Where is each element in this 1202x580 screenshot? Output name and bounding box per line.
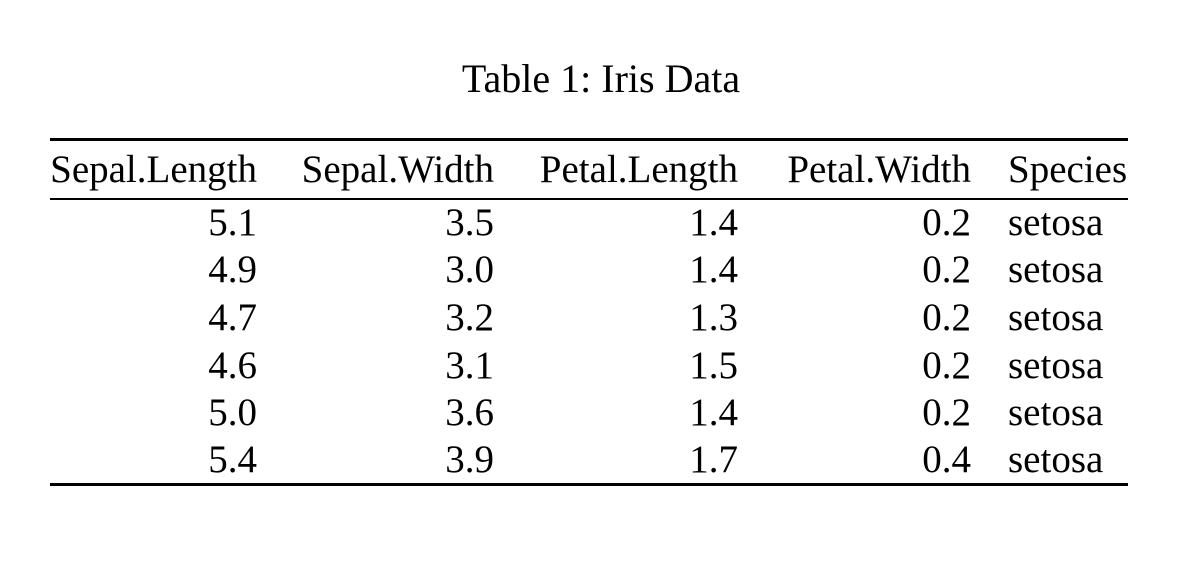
- table-cell: 3.1: [445, 343, 494, 387]
- table-caption: Table 1: Iris Data: [461, 56, 741, 101]
- table-cell: 3.5: [445, 201, 494, 245]
- table-cell: 0.2: [922, 343, 971, 387]
- iris-data-table: Sepal.Length Sepal.Width Petal.Length Pe…: [50, 138, 1128, 486]
- table-cell: 3.9: [445, 438, 494, 482]
- table-cell: 3.0: [445, 248, 494, 292]
- table-cell: 1.4: [689, 248, 738, 292]
- table-cell: 1.5: [689, 343, 738, 387]
- table-cell: 5.4: [208, 438, 257, 482]
- table-cell: 1.3: [689, 295, 738, 339]
- table-cell: 4.9: [208, 248, 257, 292]
- column-header-sepal-length: Sepal.Length: [50, 147, 257, 191]
- table-row: 4.7 3.2 1.3 0.2 setosa: [50, 294, 1128, 342]
- table-cell: 1.4: [689, 391, 738, 435]
- table-cell: 0.2: [922, 248, 971, 292]
- table-header-row: Sepal.Length Sepal.Width Petal.Length Pe…: [50, 140, 1128, 199]
- table-cell: 3.2: [445, 295, 494, 339]
- table-cell: 1.7: [689, 438, 738, 482]
- table-cell: setosa: [1008, 438, 1104, 482]
- table-cell: 0.2: [922, 201, 971, 245]
- table-cell: setosa: [1008, 343, 1104, 387]
- table-cell: setosa: [1008, 391, 1104, 435]
- table-cell: setosa: [1008, 248, 1104, 292]
- table-cell: 5.1: [208, 201, 257, 245]
- table-row: 5.0 3.6 1.4 0.2 setosa: [50, 389, 1128, 437]
- table-cell: 0.2: [922, 295, 971, 339]
- table-cell: 1.4: [689, 201, 738, 245]
- table-cell: 4.7: [208, 295, 257, 339]
- column-header-petal-length: Petal.Length: [539, 147, 738, 191]
- table-row: 4.9 3.0 1.4 0.2 setosa: [50, 246, 1128, 294]
- column-header-species: Species: [1008, 147, 1128, 191]
- table-row: 5.4 3.9 1.7 0.4 setosa: [50, 436, 1128, 484]
- table-cell: 0.4: [922, 438, 971, 482]
- table-row: 5.1 3.5 1.4 0.2 setosa: [50, 199, 1128, 247]
- table-cell: setosa: [1008, 201, 1104, 245]
- column-header-sepal-width: Sepal.Width: [301, 147, 494, 191]
- table-cell: 5.0: [208, 391, 257, 435]
- table-cell: setosa: [1008, 295, 1104, 339]
- table-cell: 3.6: [445, 391, 494, 435]
- column-header-petal-width: Petal.Width: [787, 147, 971, 191]
- table-cell: 0.2: [922, 391, 971, 435]
- table-row: 4.6 3.1 1.5 0.2 setosa: [50, 341, 1128, 389]
- table-cell: 4.6: [208, 343, 257, 387]
